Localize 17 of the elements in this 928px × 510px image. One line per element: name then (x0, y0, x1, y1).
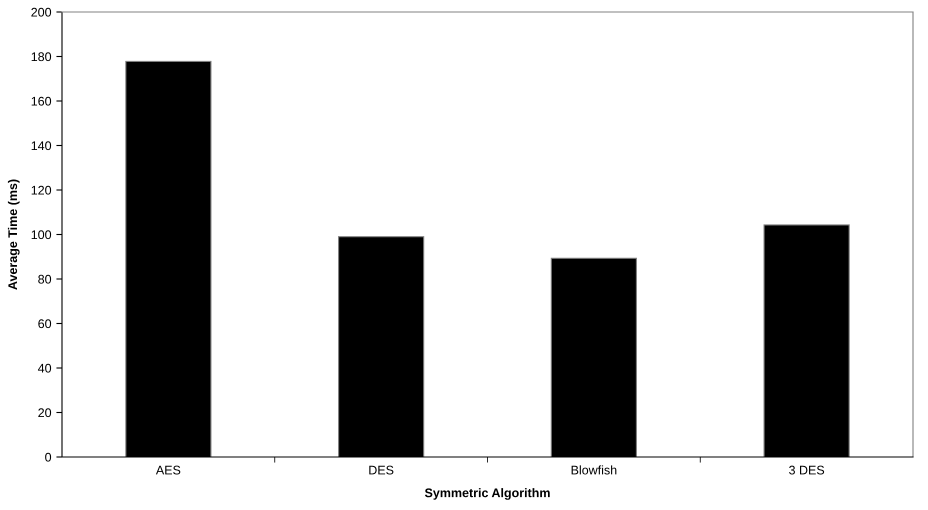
x-tick-label: AES (156, 466, 180, 475)
x-tick-label: DES (369, 466, 394, 475)
y-tick-label: 140 (32, 141, 52, 150)
x-axis-title: Symmetric Algorithm (424, 488, 550, 500)
y-tick-label: 120 (32, 186, 52, 195)
y-axis-title: Average Time (ms) (8, 180, 20, 290)
x-tick-label: Blowfish (572, 465, 616, 475)
y-tick-label: 40 (38, 364, 52, 373)
y-tick-label: 100 (32, 230, 52, 240)
y-tick-label: 160 (32, 96, 52, 106)
y-tick-label: 80 (38, 274, 52, 284)
y-tick-label: 180 (32, 52, 52, 62)
x-tick-label: 3 DES (789, 466, 824, 475)
y-tick-label: 200 (31, 8, 52, 17)
y-tick-label: 20 (38, 408, 52, 418)
y-tick-label: 0 (45, 452, 52, 462)
y-tick-label: 60 (38, 319, 52, 328)
